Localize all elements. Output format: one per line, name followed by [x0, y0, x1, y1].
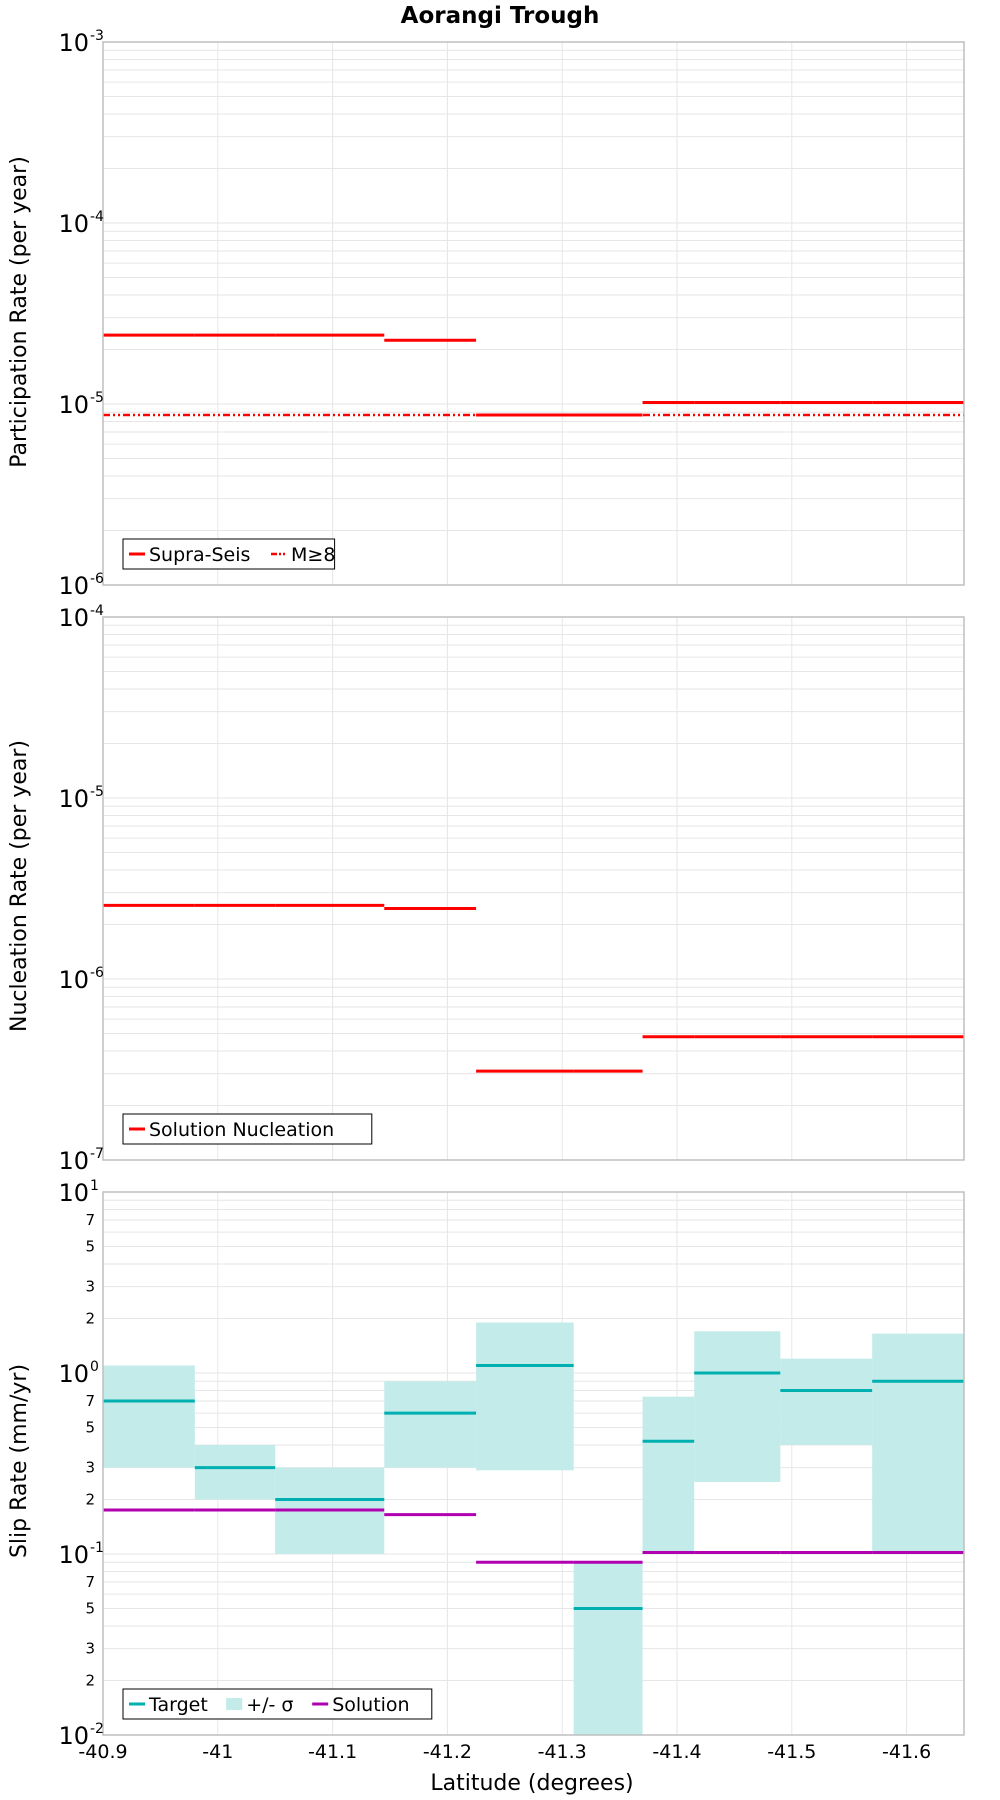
x-tick-label: -41.1 — [308, 1741, 357, 1763]
nucleation-ylabel: Nucleation Rate (per year) — [7, 740, 32, 1032]
legend: Supra-Seis M≥8 — [122, 538, 336, 570]
legend-label: Solution — [332, 1694, 409, 1716]
y-minor-tick-label: 5 — [85, 1418, 95, 1436]
y-minor-tick-label: 3 — [85, 1278, 95, 1296]
y-minor-tick-label: 3 — [85, 1459, 95, 1477]
legend-box — [122, 538, 336, 570]
x-tick-label: -41.6 — [882, 1741, 931, 1763]
y-tick-label: 10 — [58, 1722, 89, 1750]
legend: Solution Nucleation — [122, 1113, 373, 1145]
y-minor-tick-label: 5 — [85, 1599, 95, 1617]
y-minor-tick-label: 7 — [85, 1211, 95, 1229]
y-minor-tick-label: 3 — [85, 1640, 95, 1658]
y-minor-tick-label: 2 — [85, 1310, 95, 1328]
y-tick-label: 10 — [58, 1179, 89, 1207]
y-tick-exponent: -5 — [90, 784, 104, 800]
legend-label: Solution Nucleation — [149, 1119, 334, 1141]
legend: Target +/- σ Solution — [122, 1688, 433, 1720]
y-tick-exponent: -7 — [90, 1146, 104, 1162]
sigma-band — [103, 1365, 195, 1468]
y-tick-label: 10 — [58, 966, 89, 994]
legend-label: Supra-Seis — [149, 544, 250, 566]
y-tick-exponent: -4 — [90, 209, 104, 225]
x-axis-label: Latitude (degrees) — [430, 1771, 633, 1796]
sigma-band — [780, 1358, 873, 1446]
sigma-band — [573, 1562, 643, 1735]
y-tick-exponent: -1 — [90, 1540, 104, 1556]
y-minor-tick-label: 7 — [85, 1573, 95, 1591]
legend-label: Target — [148, 1694, 208, 1716]
y-tick-label: 10 — [58, 572, 89, 600]
legend-label: +/- σ — [246, 1694, 293, 1716]
y-minor-tick-label: 5 — [85, 1237, 95, 1255]
y-tick-exponent: -4 — [90, 603, 104, 619]
y-tick-exponent: -2 — [90, 1721, 104, 1737]
x-tick-label: -41.3 — [538, 1741, 587, 1763]
y-tick-label: 10 — [58, 785, 89, 813]
plot-frame — [102, 41, 965, 586]
plot-area — [103, 617, 964, 1160]
legend-box — [122, 1113, 373, 1145]
y-tick-exponent: 0 — [90, 1359, 99, 1375]
y-tick-exponent: -3 — [90, 28, 104, 44]
participation-ylabel: Participation Rate (per year) — [7, 156, 32, 468]
y-minor-tick-label: 2 — [85, 1672, 95, 1690]
plot-area — [103, 42, 964, 585]
y-tick-label: 10 — [58, 604, 89, 632]
plot-frame — [102, 1191, 965, 1736]
y-tick-label: 10 — [58, 29, 89, 57]
y-tick-label: 10 — [58, 391, 89, 419]
y-tick-exponent: 1 — [90, 1178, 99, 1194]
slip-rate-ylabel: Slip Rate (mm/yr) — [7, 1364, 32, 1558]
x-tick-label: -41.5 — [767, 1741, 816, 1763]
y-minor-tick-label: 2 — [85, 1491, 95, 1509]
plot-frame — [102, 616, 965, 1161]
chart-title: Aorangi Trough — [401, 3, 600, 29]
legend-swatch-sigma — [226, 1698, 243, 1710]
y-tick-exponent: -6 — [90, 965, 104, 981]
y-tick-label: 10 — [58, 1541, 89, 1569]
x-tick-label: -41.2 — [423, 1741, 472, 1763]
legend-label: M≥8 — [291, 544, 335, 566]
x-tick-label: -41.4 — [652, 1741, 701, 1763]
y-tick-exponent: -6 — [90, 571, 104, 587]
sigma-band — [194, 1445, 276, 1500]
y-tick-label: 10 — [58, 210, 89, 238]
sigma-band — [384, 1381, 477, 1468]
legend-box — [122, 1688, 433, 1720]
y-tick-label: 10 — [58, 1147, 89, 1175]
y-minor-tick-label: 7 — [85, 1392, 95, 1410]
y-tick-label: 10 — [58, 1360, 89, 1388]
x-tick-label: -41 — [202, 1741, 233, 1763]
sigma-band — [476, 1322, 574, 1471]
sigma-band — [642, 1396, 695, 1554]
y-tick-exponent: -5 — [90, 390, 104, 406]
x-tick-label: -40.9 — [78, 1741, 127, 1763]
sigma-band — [694, 1331, 781, 1482]
sigma-band — [872, 1333, 964, 1554]
